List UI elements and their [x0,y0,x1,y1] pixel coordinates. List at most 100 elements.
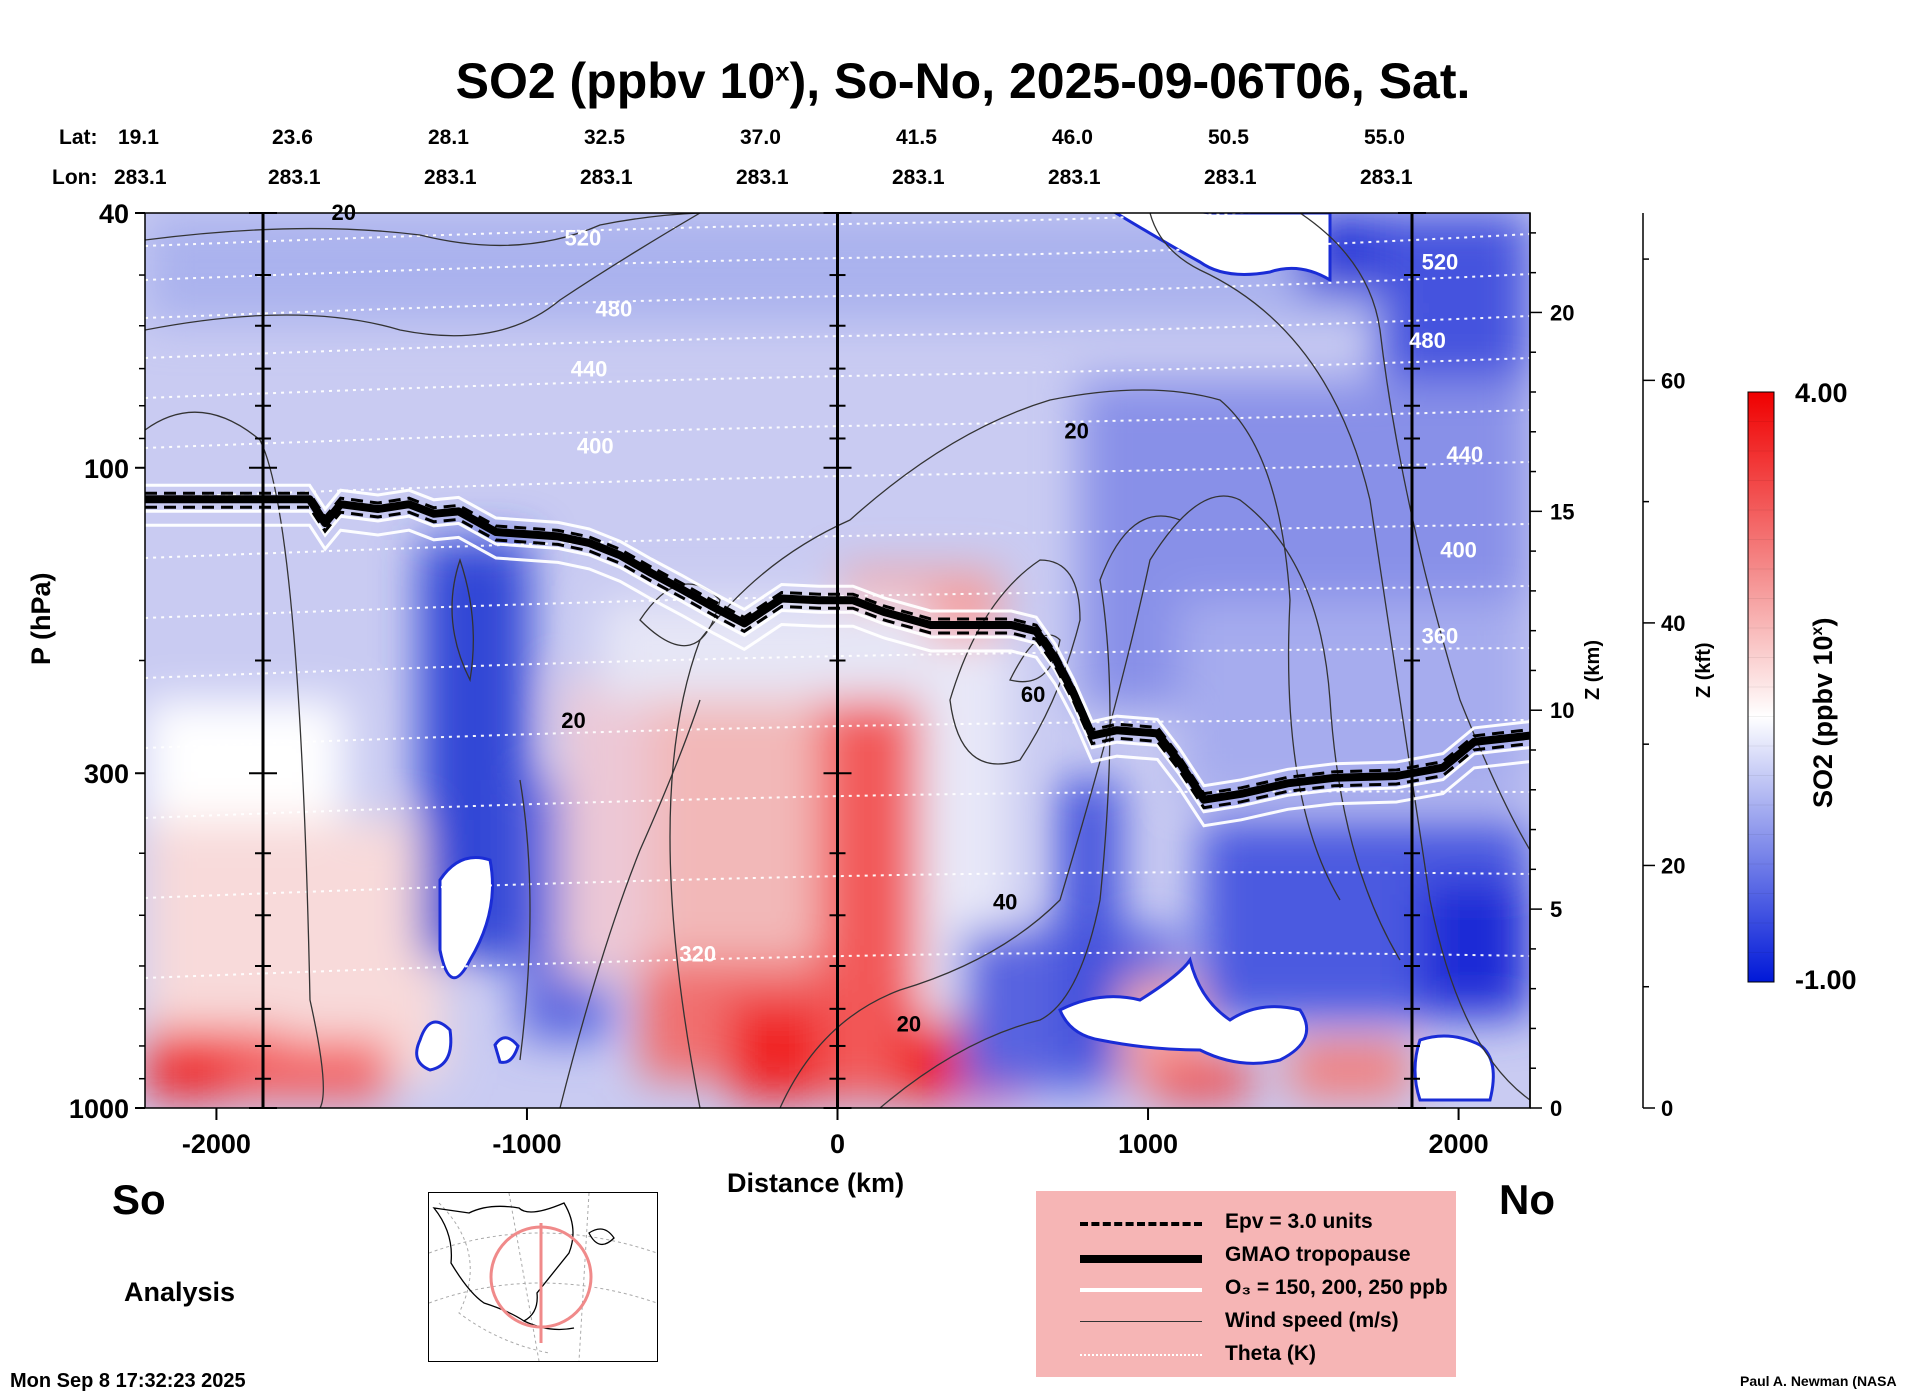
field-blob [230,1040,390,1100]
legend-label: Theta (K) [1225,1342,1316,1365]
lon-value: 283.1 [736,166,789,189]
legend-label: Epv = 3.0 units [1225,1210,1373,1233]
saturated-patch [1113,213,1332,283]
field-blob [1420,880,1530,1010]
theta-contours [145,213,1530,979]
colorbar-title: SO2 (ppbv 10x) [1808,617,1838,808]
lon-value: 283.1 [892,166,945,189]
legend-line-thin-black [1080,1321,1202,1322]
ozone-line [145,483,1530,788]
wind-line [779,495,1401,1108]
theta-line [145,315,1530,359]
theta-label: 480 [1409,328,1446,353]
analysis-label: Analysis [124,1277,236,1307]
saturated-patch [1413,1034,1495,1102]
z-kft-tick-label: 60 [1661,368,1685,393]
lon-value: 283.1 [1204,166,1257,189]
field-blob [1290,1040,1410,1100]
theta-line [145,273,1530,319]
theta-label: 400 [577,434,614,459]
lon-value: 283.1 [1048,166,1101,189]
field-blob [1180,600,1530,800]
north-label: No [1499,1176,1555,1223]
theta-label: 320 [679,941,716,966]
lat-value: 32.5 [584,126,625,149]
lat-value: 55.0 [1364,126,1405,149]
inset-map [428,1192,658,1362]
lat-label: Lat: [59,126,98,149]
p-tick-label: 300 [84,759,129,789]
saturated-patch [1058,956,1309,1065]
x-tick-label: 2000 [1429,1129,1489,1159]
theta-line [145,523,1530,559]
saturated-patch [493,1036,520,1064]
theta-line [145,233,1530,281]
legend-line-thick-black [1080,1255,1202,1263]
x-tick-label: -1000 [492,1129,561,1159]
epv-line [145,491,1530,796]
wind-line [559,699,701,1108]
legend-line-white [1080,1288,1202,1292]
z-kft-tick-label: 0 [1661,1096,1673,1121]
z-km-axis-title: Z (km) [1582,640,1604,700]
wind-line [519,779,531,1061]
lon-label: Lon: [52,166,98,189]
z-km-tick-label: 0 [1550,1096,1562,1121]
saturated-patch [438,856,494,980]
wind-line [1009,634,1061,683]
lat-value: 19.1 [118,126,159,149]
lon-value: 283.1 [114,166,167,189]
z-kft-tick-label: 20 [1661,853,1685,878]
z-kft-tick-label: 40 [1661,611,1685,636]
lon-value: 283.1 [580,166,633,189]
lat-value: 23.6 [272,126,313,149]
x-tick-label: 0 [830,1129,845,1159]
theta-label: 400 [1440,537,1477,562]
p-tick-label: 40 [99,199,129,229]
z-km-tick-label: 20 [1550,300,1574,325]
legend-line-dotted-white [1080,1354,1202,1356]
field-blob [1150,1060,1250,1100]
lat-value: 37.0 [740,126,781,149]
colorbar-max-label: 4.00 [1795,378,1848,408]
ozone-contours [145,483,1530,828]
theta-line [145,951,1530,979]
lat-value: 41.5 [896,126,937,149]
tropopause-line [145,495,1530,804]
chart-title: SO2 (ppbv 10x), So-No, 2025-09-06T06, Sa… [455,53,1471,109]
theta-label: 520 [1422,249,1459,274]
theta-label: 360 [1422,623,1459,648]
saturated-patch [415,1020,453,1072]
wind-label: 20 [561,708,585,733]
theta-line [145,585,1530,619]
legend-line-dashed-black [1080,1222,1202,1226]
globe-icon [428,1192,658,1362]
x-tick-label: 1000 [1118,1129,1178,1159]
timestamp: Mon Sep 8 17:32:23 2025 [10,1370,246,1392]
theta-label: 440 [1446,442,1483,467]
theta-line [145,647,1530,679]
legend-label: GMAO tropopause [1225,1243,1411,1266]
wind-line [145,213,701,337]
theta-label: 480 [596,296,633,321]
wind-line [949,559,1081,765]
lon-value: 283.1 [1360,166,1413,189]
colorbar-min-label: -1.00 [1795,965,1857,995]
wind-line [145,213,701,247]
z-kft-axis-title: Z (kft) [1693,642,1715,698]
theta-label: 440 [571,356,608,381]
wind-line [669,389,1341,1108]
wind-line [145,411,324,1108]
credit: Paul A. Newman (NASA [1740,1373,1897,1389]
p-tick-label: 1000 [69,1094,129,1124]
z-km-tick-label: 10 [1550,698,1574,723]
wind-line [879,515,1181,1108]
theta-line [145,871,1530,899]
theta-line [145,409,1530,449]
theta-line [145,461,1530,499]
lat-value: 46.0 [1052,126,1093,149]
colorbar [1747,391,1775,983]
wind-line [1149,213,1530,1101]
epv-line [145,505,1530,810]
